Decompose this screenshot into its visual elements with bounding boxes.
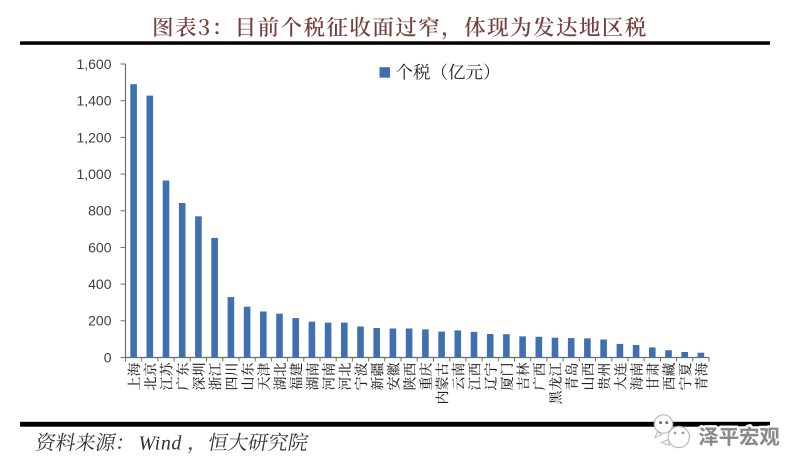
- svg-text:1,600: 1,600: [76, 56, 111, 72]
- svg-text:1,200: 1,200: [76, 129, 111, 145]
- svg-text:800: 800: [88, 203, 112, 219]
- svg-text:600: 600: [88, 239, 112, 255]
- svg-text:Wind: Wind: [139, 433, 183, 455]
- svg-text:400: 400: [88, 276, 112, 292]
- svg-text:0: 0: [104, 349, 112, 365]
- svg-text:1,400: 1,400: [76, 93, 111, 109]
- svg-text:1,000: 1,000: [76, 166, 111, 182]
- svg-text:200: 200: [88, 313, 112, 329]
